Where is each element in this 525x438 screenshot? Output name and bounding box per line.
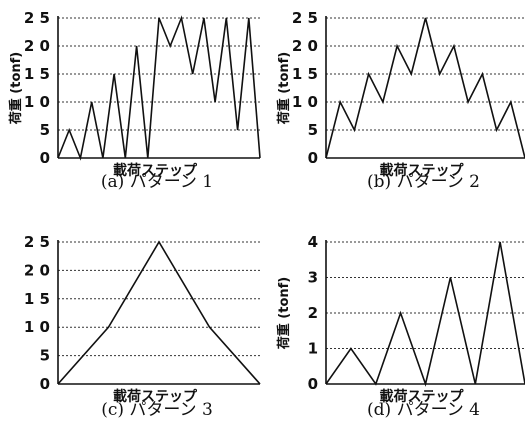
y-tick-label: 5 [40, 347, 50, 365]
load-series-line [57, 15, 261, 161]
x-axis-label: 載荷ステップ [380, 162, 465, 179]
y-tick-label: 1 0 [292, 93, 318, 111]
panel-caption: (a) パターン 1 [101, 172, 213, 192]
panel-3: 2 5 2 0 1 5 1 0 5 0 載荷ステップ(c) パターン 3 [24, 233, 261, 420]
y-axis-label: 荷重 (tonf) [276, 277, 292, 350]
y-tick-label: 2 0 [24, 261, 50, 279]
y-tick-label: 2 0 [24, 37, 50, 55]
y-tick-label: 1 0 [24, 93, 50, 111]
y-tick-label: 1 5 [292, 65, 318, 83]
y-tick-label: 1 5 [24, 65, 50, 83]
panel-caption: (c) パターン 3 [101, 400, 213, 420]
y-tick-label: 2 [308, 304, 318, 322]
y-axis-label: 荷重 (tonf) [276, 52, 292, 125]
load-series-line [325, 17, 525, 159]
y-tick-label: 2 0 [292, 37, 318, 55]
load-series-line [57, 240, 261, 385]
panel-4: 4 3 2 1 0 載荷ステップ 荷重 (tonf) (d) パターン 4 [276, 233, 525, 420]
x-axis-label: 載荷ステップ [380, 388, 465, 405]
panel-caption: (b) パターン 2 [367, 172, 480, 192]
y-tick-label: 5 [308, 121, 318, 139]
y-tick-label: 0 [40, 149, 50, 167]
y-tick-label: 0 [40, 375, 50, 393]
y-tick-label: 1 0 [24, 318, 50, 336]
y-tick-label: 1 5 [24, 290, 50, 308]
panel-2: 2 5 2 0 1 5 1 0 5 0 載荷ステップ 荷重 (tonf) (b) パターン 2 [276, 9, 525, 192]
y-tick-label: 2 5 [292, 9, 318, 27]
y-tick-label: 1 [308, 340, 318, 358]
y-tick-label: 0 [308, 149, 318, 167]
y-axis-label: 荷重 (tonf) [8, 52, 24, 125]
panel-caption: (d) パターン 4 [367, 400, 480, 420]
panel-1: 2 5 2 0 1 5 1 0 5 0 載荷ステップ 荷重 (tonf) (a) パターン 1 [8, 9, 261, 192]
y-tick-label: 2 5 [24, 9, 50, 27]
y-tick-label: 4 [308, 233, 318, 251]
x-axis-label: 載荷ステップ [113, 388, 198, 405]
load-series-line [325, 241, 525, 387]
x-axis-label: 載荷ステップ [113, 162, 198, 179]
y-tick-label: 0 [308, 375, 318, 393]
y-tick-label: 2 5 [24, 233, 50, 251]
y-tick-label: 5 [40, 121, 50, 139]
y-tick-label: 3 [308, 269, 318, 287]
